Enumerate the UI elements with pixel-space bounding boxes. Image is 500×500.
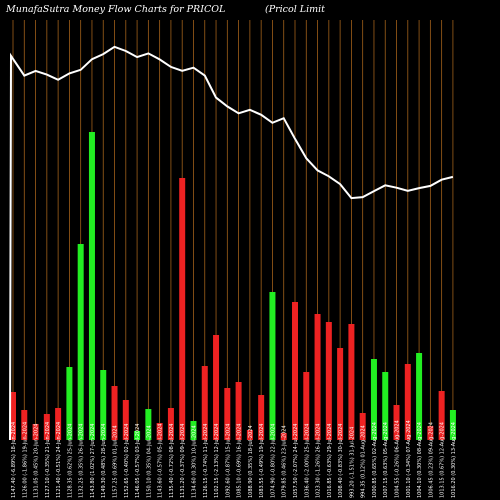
volume-bar: [55, 408, 62, 440]
x-tick-label: 1147.40 (-6.89%) 18-Jun-2024: [11, 422, 17, 498]
price-line: [9, 45, 454, 441]
x-tick-label: 1146.05 (-0.57%) 03-Jul-2024: [135, 424, 141, 498]
x-tick-label: 1016.20 (0.30%) 13-Aug-2024: [451, 422, 457, 498]
x-tick-label: 1143.80 (1.02%) 27-Jun-2024: [90, 424, 96, 498]
x-tick-label: 1006.45 (0.23%) 09-Aug-2024: [428, 422, 434, 498]
volume-bar: [179, 178, 186, 440]
x-tick-label: 1143.60 (-0.57%) 05-Jul-2024: [158, 424, 164, 498]
x-tick-label: 1152.65 (-0.40%) 02-Jul-2024: [124, 424, 130, 498]
x-tick-label: 994.35 (0.12%) 01-Aug-2024: [361, 425, 367, 498]
volume-bar: [359, 413, 366, 440]
x-tick-label: 1004.10 (0.30%) 08-Aug-2024: [417, 422, 423, 498]
volume-bar: [134, 431, 141, 440]
x-tick-label: 1057.50 (-2.07%) 24-Jul-2024: [293, 424, 299, 498]
x-tick-label: 1016.85 (-0.63%) 29-Jul-2024: [327, 424, 333, 498]
volume-bar: [370, 359, 377, 440]
x-tick-label: 1001.10 (-0.34%) 07-Aug-2024: [406, 420, 412, 498]
volume-bar: [348, 324, 355, 440]
x-tick-label: 1132.25 (0.35%) 26-Jun-2024: [79, 424, 85, 498]
x-tick-label: 1128.35 (0.62%) 25-Jun-2024: [67, 424, 73, 498]
volume-bar: [43, 414, 50, 440]
x-tick-label: 1134.60 (0.30%) 10-Jul-2024: [191, 425, 197, 498]
x-tick-label: 1150.10 (0.35%) 04-Jul-2024: [146, 425, 152, 498]
volume-bar: [156, 423, 163, 440]
volume-bar: [10, 392, 16, 440]
x-tick-label: 1127.10 (-0.35%) 21-Jun-2024: [45, 422, 51, 498]
volume-bar: [393, 405, 400, 440]
x-tick-label: 1102.15 (-2.13%) 12-Jul-2024: [214, 424, 220, 498]
x-tick-label: 1126.15 (-0.74%) 11-Jul-2024: [203, 424, 209, 498]
volume-bar: [122, 400, 129, 440]
volume-bar: [235, 382, 242, 440]
volume-bar: [201, 366, 208, 440]
x-tick-label: 1013.15 (0.67%) 12-Aug-2024: [440, 422, 446, 498]
volume-bar: [21, 410, 28, 440]
x-tick-label: 1085.10 (-0.69%) 16-Jul-2024: [237, 424, 243, 498]
x-tick-label: 1023.30 (-1.26%) 26-Jul-2024: [316, 424, 322, 498]
volume-bar: [145, 409, 152, 440]
volume-bar: [438, 391, 445, 440]
volume-bar: [416, 353, 423, 440]
x-tick-label: 1157.25 (0.69%) 01-Jul-2024: [113, 425, 119, 498]
volume-bar: [382, 372, 389, 440]
volume-bar: [32, 424, 39, 440]
volume-bar: [404, 364, 411, 440]
volume-bar: [449, 410, 456, 440]
x-tick-label: 1008.40 (-0.83%) 30-Jul-2024: [338, 424, 344, 498]
volume-bar: [224, 388, 231, 440]
bars-group: [10, 132, 456, 440]
volume-bar: [111, 386, 118, 440]
x-tick-label: 993.20 (-1.51%) 31-Jul-2024: [349, 427, 355, 498]
x-tick-label: 1131.05 (0.45%) 20-Jun-2024: [34, 424, 40, 498]
volume-bar: [337, 348, 344, 440]
volume-bar: [100, 370, 107, 440]
x-tick-label: 1074.90 (-0.80%) 22-Jul-2024: [270, 424, 276, 498]
volume-bar: [213, 335, 220, 440]
volume-bar: [303, 372, 310, 440]
volume-bar: [167, 408, 174, 440]
volume-bar: [66, 367, 73, 440]
x-tick-label: 1131.20 (-0.37%) 09-Jul-2024: [180, 424, 186, 498]
volume-bar: [427, 426, 434, 440]
x-tick-label: 1088.90 (0.35%) 18-Jul-2024: [248, 425, 254, 498]
chart-title-right: (Pricol Limit: [265, 4, 325, 15]
x-tick-label: 1135.40 (-0.72%) 08-Jul-2024: [169, 424, 175, 498]
x-tick-label: 1007.15 (0.63%) 05-Aug-2024: [383, 422, 389, 498]
volume-bar: [88, 132, 95, 440]
volume-bar: [77, 244, 84, 440]
x-tick-label: 1121.40 (-0.51%) 24-Jun-2024: [56, 422, 62, 498]
x-tick-label: 1149.30 (0.48%) 28-Jun-2024: [101, 424, 107, 498]
volume-bar: [190, 421, 197, 440]
x-tick-labels: 1147.40 (-6.89%) 18-Jun-2024 1126.00 (-1.…: [11, 420, 457, 498]
volume-bar: [325, 322, 332, 440]
x-tick-label: 1079.85 (0.46%) 23-Jul-2024: [282, 425, 288, 498]
volume-bar: [269, 292, 276, 440]
x-tick-label: 1004.55 (-0.26%) 06-Aug-2024: [395, 420, 401, 498]
x-tick-label: 1092.60 (-0.87%) 15-Jul-2024: [225, 424, 231, 498]
x-tick-label: 1000.85 (0.65%) 02-Aug-2024: [372, 422, 378, 498]
x-tick-label: 1126.00 (-1.86%) 19-Jun-2024: [22, 422, 28, 498]
x-tick-label: 1036.40 (-2.00%) 25-Jul-2024: [304, 424, 310, 498]
volume-bar: [314, 314, 321, 440]
volume-bar: [258, 395, 265, 440]
x-tick-label: 1083.55 (-0.49%) 19-Jul-2024: [259, 424, 265, 498]
volume-bar: [246, 430, 253, 440]
volume-bar: [292, 302, 298, 440]
chart-title: MunafaSutra Money Flow Charts for PRICOL: [5, 4, 225, 15]
volume-bar: [280, 433, 287, 440]
